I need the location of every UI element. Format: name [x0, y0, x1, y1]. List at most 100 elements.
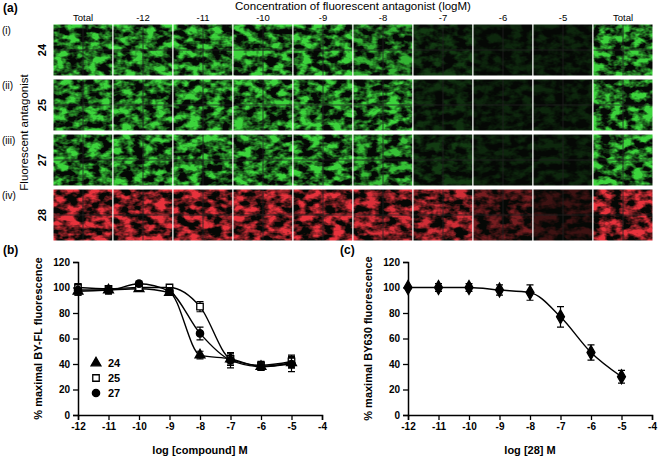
image-cell: [473, 79, 533, 131]
cell-grid: [113, 79, 173, 131]
cell-fluorescence: [533, 79, 593, 131]
cell-fluorescence: [233, 79, 293, 131]
series-line: [78, 284, 292, 367]
chart-panel: (c)-12-11-10-9-8-7-6-5-4020406080100120l…: [340, 243, 657, 456]
cell-grid: [233, 134, 293, 186]
cell-grid: [53, 189, 113, 241]
chart-panel: (b)-12-11-10-9-8-7-6-5-4020406080100120l…: [3, 243, 327, 456]
column-label: -11: [196, 12, 209, 23]
legend-symbol: [93, 375, 99, 381]
row-label: (ii): [2, 80, 13, 91]
cell-grid: [353, 189, 413, 241]
cell-fluorescence: [293, 189, 353, 241]
tick: 0: [394, 410, 408, 421]
x-axis: -12-11-10-9-8-7-6-5-4: [71, 415, 327, 432]
y-axis: 020406080100120: [53, 257, 78, 421]
cell-fluorescence: [353, 79, 413, 131]
cell-background: [533, 134, 593, 186]
cell-background: [173, 134, 233, 186]
error-bar: [527, 285, 534, 300]
cell-fluorescence: [593, 24, 653, 76]
tick: -12: [401, 415, 416, 432]
cell-grid: [233, 189, 293, 241]
tick-label: 80: [59, 308, 71, 319]
image-cell: [173, 189, 233, 241]
cell-border: [293, 134, 353, 186]
tick: 80: [389, 308, 408, 319]
column-label: -5: [559, 12, 567, 23]
cell-fluorescence: [353, 189, 413, 241]
tick-label: -11: [432, 421, 446, 432]
cell-fluorescence: [53, 24, 113, 76]
column-label: Total: [613, 12, 633, 23]
image-cell: [413, 24, 473, 76]
cell-grid: [413, 79, 473, 131]
tick-label: -6: [587, 421, 596, 432]
x-axis: -12-11-10-9-8-7-6-5-4: [401, 415, 657, 432]
image-cell: [233, 79, 293, 131]
image-cell: [293, 189, 353, 241]
error-bar: [618, 370, 625, 383]
image-cell: [53, 134, 113, 186]
y-axis-title: % maximal BY-FL fluorescence: [32, 257, 44, 419]
y-axis-title: % maximal BY630 fluorescence: [362, 256, 374, 420]
cell-border: [413, 134, 473, 186]
cell-fluorescence: [473, 79, 533, 131]
tick-label: -8: [526, 421, 535, 432]
panel-label: (b): [3, 243, 18, 257]
tick-label: -11: [102, 421, 116, 432]
cell-fluorescence: [473, 24, 533, 76]
cell-grid: [413, 189, 473, 241]
figure: (a)Concentration of fluorescent antagoni…: [0, 0, 661, 466]
cell-border: [173, 79, 233, 131]
column-label: Total: [73, 12, 93, 23]
axis-line: [79, 416, 323, 421]
cell-grid: [473, 24, 533, 76]
image-cell: [173, 134, 233, 186]
tick-mark: [403, 415, 408, 416]
tick-mark: [403, 262, 408, 263]
tick: -7: [227, 415, 236, 432]
image-cell: [533, 189, 593, 241]
cell-fluorescence: [533, 189, 593, 241]
image-cell: [233, 24, 293, 76]
cell-border: [53, 134, 113, 186]
column-label: -8: [379, 12, 387, 23]
cell-grid: [173, 189, 233, 241]
image-cell: [533, 134, 593, 186]
data-point: [104, 284, 114, 293]
plot-area: [404, 281, 625, 384]
tick-label: 100: [383, 282, 400, 293]
cell-background: [353, 79, 413, 131]
tick: 60: [59, 333, 78, 344]
cell-fluorescence: [413, 189, 473, 241]
tick: -8: [526, 415, 535, 432]
error-bar: [227, 353, 234, 368]
compound-label: 27: [36, 154, 48, 166]
error-bar: [288, 356, 295, 371]
image-cell: [593, 134, 653, 186]
tick-mark: [169, 415, 170, 420]
cell-grid: [473, 134, 533, 186]
cell-fluorescence: [113, 189, 173, 241]
cell-background: [473, 134, 533, 186]
cell-background: [53, 24, 113, 76]
data-point: [105, 286, 112, 293]
cell-grid: [353, 79, 413, 131]
image-cell: [113, 24, 173, 76]
tick: -6: [587, 415, 596, 432]
cell-background: [413, 134, 473, 186]
cell-grid: [173, 79, 233, 131]
tick: -9: [166, 415, 175, 432]
cell-background: [173, 24, 233, 76]
tick-mark: [139, 415, 140, 420]
cell-background: [53, 134, 113, 186]
tick: 120: [53, 257, 78, 268]
compound-label: 28: [36, 209, 48, 221]
tick: -10: [132, 415, 147, 432]
cell-background: [593, 79, 653, 131]
cell-grid: [593, 134, 653, 186]
tick-mark: [73, 313, 78, 314]
cell-fluorescence: [293, 134, 353, 186]
cell-fluorescence: [113, 24, 173, 76]
